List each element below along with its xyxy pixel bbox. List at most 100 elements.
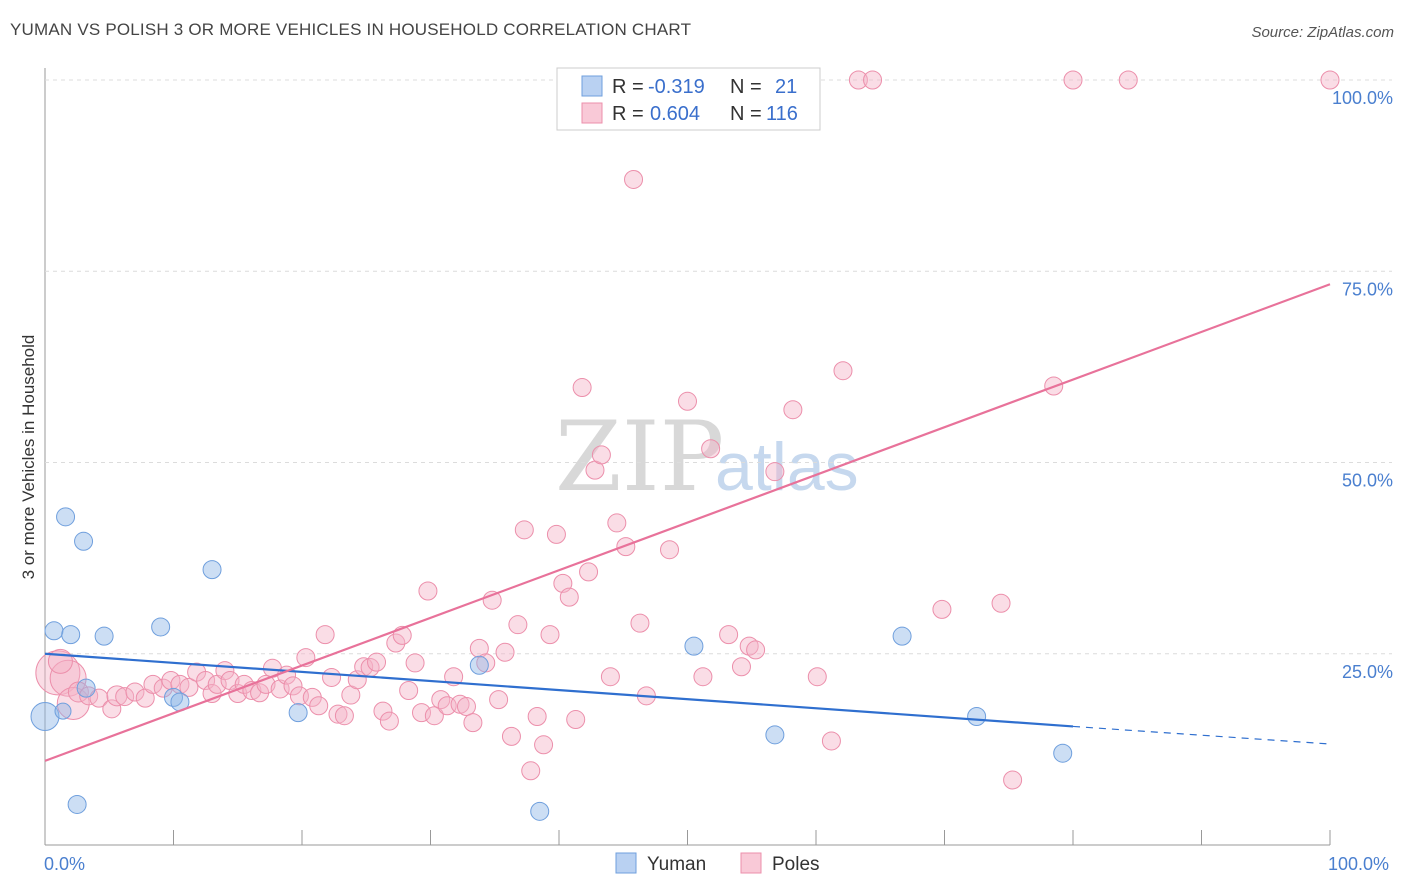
poles-point-46 (379, 711, 399, 731)
poles-point-51 (412, 703, 432, 723)
legend-swatch-poles (581, 102, 603, 124)
poles-point-10 (125, 682, 145, 702)
y-tick-label-25: 25.0% (1342, 662, 1393, 682)
yuman-point-6 (76, 678, 96, 698)
legend-n-value-yuman: 21 (775, 76, 797, 98)
legend-r-value-poles: 0.604 (650, 103, 700, 125)
yuman-point-0 (30, 701, 60, 731)
poles-point-100 (932, 599, 952, 619)
poles-point-60 (469, 638, 489, 658)
x-tick-label-max: 100.0% (1328, 854, 1389, 874)
poles-point-71 (540, 625, 560, 645)
legend-n-label-poles: N = (730, 103, 762, 125)
bottom-legend-swatch-poles (740, 852, 762, 874)
poles-point-79 (591, 445, 611, 465)
trend-lines (44, 283, 1331, 762)
y-tick-labels: 25.0% 50.0% 75.0% 100.0% (1332, 88, 1393, 682)
yuman-point-12 (67, 794, 87, 814)
poles-point-76 (572, 378, 592, 398)
bottom-legend-label-poles: Poles (772, 854, 820, 875)
poles-point-47 (386, 633, 406, 653)
poles-point-108 (863, 70, 883, 90)
yuman-point-13 (288, 703, 308, 723)
legend-r-value-yuman: -0.319 (648, 76, 705, 98)
poles-point-67 (514, 520, 534, 540)
poles-point-89 (693, 667, 713, 687)
poles-point-87 (678, 391, 697, 411)
poles-point-70 (534, 735, 554, 755)
poles-point-98 (833, 361, 853, 381)
poles-point-9 (115, 687, 135, 707)
yuman-point-18 (892, 626, 912, 646)
poles-point-97 (821, 731, 841, 751)
poles-point-101 (991, 593, 1011, 613)
yuman-point-19 (967, 706, 987, 726)
poles-point-31 (283, 676, 303, 696)
series-yuman-points (30, 507, 1073, 821)
y-tick-label-50: 50.0% (1342, 471, 1393, 491)
poles-point-50 (405, 653, 425, 673)
bottom-legend-swatch-yuman (615, 852, 637, 874)
poles-point-106 (1320, 70, 1340, 90)
yuman-point-20 (1053, 743, 1073, 763)
poles-point-7 (102, 699, 122, 719)
yuman-point-17 (765, 725, 785, 745)
source-credit: Source: ZipAtlas.com (1251, 24, 1394, 41)
poles-point-64 (495, 642, 515, 662)
poles-point-65 (501, 726, 521, 746)
legend-n-value-poles: 116 (766, 103, 798, 125)
series-poles-points (35, 70, 1340, 790)
yuman-trend-line (44, 652, 1074, 728)
poles-point-93 (731, 657, 751, 677)
yuman-point-16 (684, 636, 704, 656)
x-ticks (44, 830, 1331, 845)
legend-r-label-poles: R = (612, 103, 644, 125)
yuman-point-14 (469, 655, 489, 675)
poles-point-81 (607, 513, 627, 533)
poles-point-69 (527, 706, 547, 726)
poles-point-77 (579, 562, 599, 582)
poles-point-90 (719, 625, 739, 645)
x-tick-label-min: 0.0% (44, 854, 85, 874)
y-tick-label-75: 75.0% (1342, 279, 1393, 299)
poles-point-52 (418, 581, 438, 601)
poles-point-104 (1063, 70, 1083, 90)
poles-point-39 (334, 706, 354, 726)
poles-point-35 (309, 696, 329, 716)
poles-point-16 (179, 677, 199, 697)
poles-point-49 (399, 680, 419, 700)
poles-point-95 (783, 400, 803, 420)
yuman-point-7 (94, 626, 114, 646)
poles-point-66 (508, 615, 528, 635)
poles-point-88 (701, 439, 721, 459)
poles-point-105 (1118, 70, 1138, 90)
poles-trend-line (44, 283, 1331, 762)
poles-point-84 (630, 613, 650, 633)
watermark-zip: ZIP (555, 401, 724, 513)
poles-point-80 (600, 667, 620, 687)
poles-point-68 (521, 761, 541, 781)
poles-point-38 (328, 704, 348, 724)
yuman-point-8 (151, 617, 171, 637)
poles-point-3 (47, 648, 73, 674)
yuman-point-4 (56, 507, 76, 527)
y-tick-label-100: 100.0% (1332, 88, 1393, 108)
y-axis-title: 3 or more Vehicles in Household (19, 335, 38, 580)
yuman-point-1 (54, 702, 72, 720)
poles-point-83 (624, 169, 644, 189)
yuman-point-9 (202, 560, 222, 580)
poles-point-44 (367, 652, 387, 672)
poles-point-59 (463, 713, 483, 733)
poles-point-36 (315, 625, 335, 645)
poles-point-82 (616, 537, 636, 557)
poles-point-58 (456, 697, 476, 717)
poles-point-99 (848, 70, 868, 90)
poles-point-53 (424, 706, 444, 726)
poles-point-45 (373, 701, 393, 721)
poles-point-102 (1003, 770, 1023, 790)
poles-point-12 (143, 674, 163, 694)
yuman-point-3 (61, 625, 81, 645)
bottom-legend-label-yuman: Yuman (647, 854, 706, 875)
legend-r-label-yuman: R = (612, 76, 644, 98)
poles-point-75 (566, 710, 586, 730)
